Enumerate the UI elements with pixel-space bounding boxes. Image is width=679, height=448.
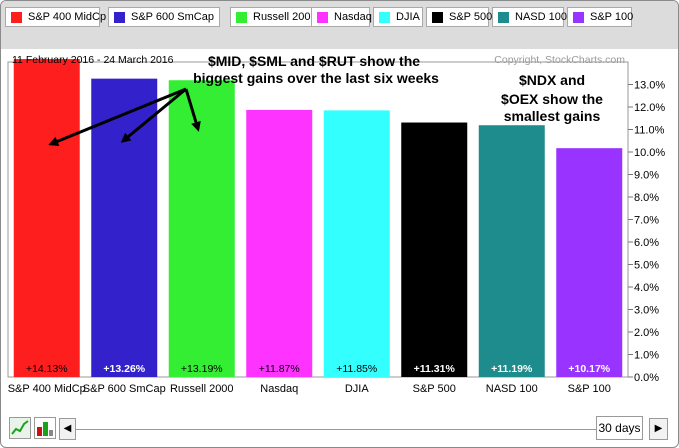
legend-swatch [317,11,328,23]
bar-value-label: +11.19% [491,363,533,375]
legend-item[interactable]: NASD 100 [492,7,567,27]
date-range-label: 11 February 2016 - 24 March 2016 [12,54,174,66]
period-select[interactable]: 30 days [596,416,643,440]
bar-chart-button[interactable] [34,417,56,439]
y-tick-label: 0.0% [634,372,659,384]
y-tick-label: 11.0% [634,125,665,137]
legend-swatch [236,11,247,23]
annotation-text: biggest gains over the last six weeks [193,70,439,86]
y-tick-label: 8.0% [634,192,659,204]
scroll-left-icon: ◀ [63,423,72,434]
scroll-left-button[interactable]: ◀ [59,418,76,440]
legend-item[interactable]: S&P 600 SmCap [108,7,220,27]
bar [246,109,313,378]
legend-swatch [379,11,390,23]
legend: S&P 400 MidCp S&P 600 SmCap Russell 2000 Na… [1,1,678,49]
perf-chart: +14.13% S&P 400 MidCp +13.26% S&P 600 SmCap… [7,53,665,395]
bar-value-label: +13.26% [103,363,145,375]
legend-label: S&P 100 [590,11,634,23]
date-scrollbar[interactable] [76,429,596,430]
annotation-arrow [48,87,187,146]
line-chart-button[interactable] [9,417,31,439]
bar-value-label: +10.17% [568,363,610,375]
y-tick-label: 7.0% [634,215,659,227]
category-tick-label: S&P 500 [413,383,456,395]
bar [401,122,468,378]
category-tick-label: DJIA [345,383,370,395]
legend-item[interactable]: DJIA [373,7,423,27]
annotation-text: $MID, $SML and $RUT show the [208,53,420,69]
legend-label: S&P 600 SmCap [131,11,214,23]
y-tick-label: 12.0% [634,102,665,114]
category-tick-label: Russell 2000 [170,383,234,395]
bar-value-label: +11.31% [414,363,456,375]
y-tick-label: 4.0% [634,282,659,294]
scroll-right-icon: ▶ [654,423,663,434]
bar-value-label: +14.13% [26,363,68,375]
legend-item[interactable]: S&P 500 [426,7,493,27]
legend-label: NASD 100 [515,11,567,23]
category-tick-label: S&P 600 SmCap [83,383,166,395]
line-chart-icon [11,420,29,435]
legend-label: Nasdaq [334,11,372,23]
bar [91,78,158,378]
category-tick-label: S&P 400 MidCp [8,383,86,395]
scroll-right-button[interactable]: ▶ [649,418,668,440]
y-tick-label: 3.0% [634,305,659,317]
legend-swatch [432,11,443,23]
legend-swatch [11,11,22,23]
legend-swatch [498,11,509,23]
legend-label: Russell 2000 [253,11,317,23]
bar [556,148,623,377]
bar [168,80,235,377]
y-tick-label: 1.0% [634,350,659,362]
bottom-toolbar: ◀ 30 days ▶ [1,413,678,447]
bar-value-label: +13.19% [181,363,223,375]
legend-label: S&P 500 [449,11,493,23]
legend-label: S&P 400 MidCp [28,11,107,23]
legend-item[interactable]: Russell 2000 [230,7,318,27]
legend-item[interactable]: S&P 400 MidCp [5,7,106,27]
annotation-text: $OEX show the [501,91,603,107]
bar-chart-icon [37,422,53,436]
category-tick-label: NASD 100 [486,383,538,395]
y-tick-label: 10.0% [634,147,665,159]
y-tick-label: 9.0% [634,170,659,182]
bar [478,125,545,377]
y-tick-label: 13.0% [634,80,665,92]
legend-item[interactable]: S&P 100 [567,7,634,27]
bar-value-label: +11.87% [259,363,300,375]
y-tick-label: 2.0% [634,327,659,339]
legend-swatch [114,11,125,23]
y-tick-label: 6.0% [634,237,659,249]
annotation-text: $NDX and [519,72,585,88]
bar-value-label: +11.85% [336,363,377,375]
annotation-arrow [120,87,187,143]
annotation-text: smallest gains [504,108,601,124]
category-tick-label: Nasdaq [260,383,298,395]
bar [323,110,390,377]
annotation-arrow [184,88,201,132]
copyright-label: Copyright, StockCharts.com [494,54,625,66]
legend-label: DJIA [396,11,420,23]
legend-swatch [573,11,584,23]
legend-item[interactable]: Nasdaq [311,7,372,27]
category-tick-label: S&P 100 [568,383,611,395]
bar [13,59,80,377]
y-tick-label: 5.0% [634,260,659,272]
